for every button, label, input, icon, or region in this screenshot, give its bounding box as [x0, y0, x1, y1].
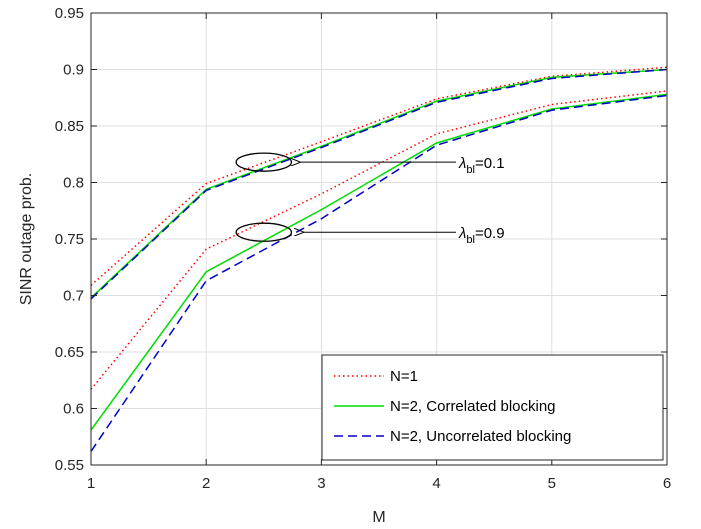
legend-label: N=2, Correlated blocking [390, 398, 556, 415]
legend-label: N=1 [390, 368, 418, 385]
annotation-label: λbl=0.1 [458, 155, 505, 176]
series-line-5 [90, 94, 668, 452]
legend: N=1 N=2, Correlated blocking N=2, Uncorrel… [321, 354, 664, 461]
y-tick-label: 0.55 [55, 457, 84, 474]
y-tick-label: 0.9 [63, 62, 84, 79]
x-axis-label: M [372, 509, 385, 526]
series-line-4 [90, 93, 668, 431]
y-tick-label: 0.8 [63, 175, 84, 192]
series-line-0 [90, 66, 668, 286]
y-axis-label: SINR outage prob. [18, 173, 35, 306]
y-tick-label: 0.65 [55, 344, 84, 361]
x-tick-label: 3 [317, 475, 325, 492]
annotation-value: =0.1 [475, 155, 505, 172]
legend-box [321, 354, 664, 461]
series-line-1 [90, 68, 668, 299]
y-tick-label: 0.95 [55, 5, 84, 22]
y-tick-label: 0.85 [55, 118, 84, 135]
y-tick-label: 0.6 [63, 401, 84, 418]
x-tick-label: 2 [202, 475, 210, 492]
x-tick-label: 1 [87, 475, 95, 492]
y-tick-label: 0.75 [55, 231, 84, 248]
series-layer [90, 66, 668, 452]
series-line-3 [90, 90, 668, 390]
x-tick-label: 5 [548, 475, 556, 492]
series-line-2 [90, 68, 668, 300]
annotation-label: λbl=0.9 [458, 225, 505, 246]
x-tick-label: 6 [663, 475, 671, 492]
legend-label: N=2, Uncorrelated blocking [390, 428, 571, 445]
ticks: 1 2 3 4 5 6 0.55 0.6 0.65 0.7 0.75 0.8 0.85 0.9 0.95 [55, 5, 671, 492]
annotation-symbol: λ [458, 155, 466, 172]
x-tick-label: 4 [432, 475, 440, 492]
annotation-value: =0.9 [475, 225, 505, 242]
y-tick-label: 0.7 [63, 288, 84, 305]
annotation-subscript: bl [466, 234, 475, 246]
annotation-symbol: λ [458, 225, 466, 242]
annotation-ellipse [235, 222, 293, 242]
annotation-subscript: bl [466, 164, 475, 176]
